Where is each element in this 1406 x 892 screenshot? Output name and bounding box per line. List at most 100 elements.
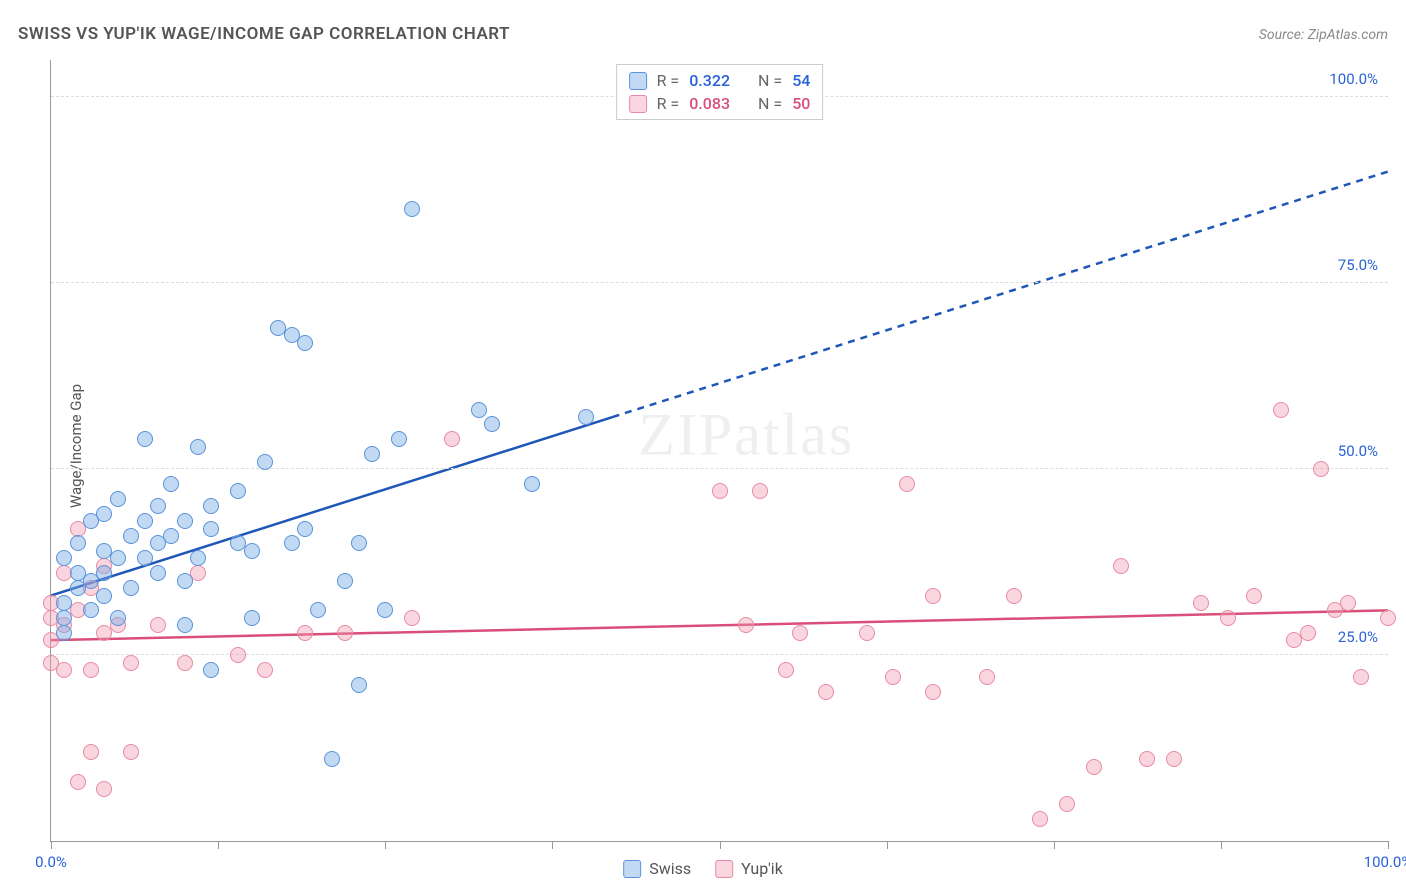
trend-line (613, 172, 1388, 417)
marker-swiss (364, 446, 380, 462)
grid-line (51, 654, 1388, 655)
r-label: R = (657, 71, 680, 90)
marker-yupik (1032, 811, 1048, 827)
marker-yupik (752, 483, 768, 499)
legend-label-swiss: Swiss (649, 859, 691, 878)
chart-title: SWISS VS YUP'IK WAGE/INCOME GAP CORRELAT… (18, 24, 510, 44)
marker-yupik (1313, 461, 1329, 477)
marker-yupik (444, 431, 460, 447)
n-value-swiss: 54 (792, 71, 810, 90)
marker-swiss (203, 521, 219, 537)
x-tick (51, 841, 52, 849)
marker-swiss (284, 535, 300, 551)
marker-swiss (83, 602, 99, 618)
marker-swiss (404, 201, 420, 217)
marker-yupik (1340, 595, 1356, 611)
marker-swiss (244, 610, 260, 626)
marker-swiss (310, 602, 326, 618)
y-tick-label: 100.0% (1329, 70, 1378, 88)
n-label: N = (758, 94, 782, 113)
grid-line (51, 282, 1388, 283)
marker-swiss (150, 498, 166, 514)
y-tick-label: 75.0% (1338, 256, 1378, 274)
marker-yupik (1006, 588, 1022, 604)
marker-yupik (177, 655, 193, 671)
marker-swiss (230, 483, 246, 499)
marker-swiss (190, 550, 206, 566)
marker-yupik (1273, 402, 1289, 418)
n-label: N = (758, 71, 782, 90)
marker-yupik (123, 744, 139, 760)
marker-yupik (792, 625, 808, 641)
marker-swiss (56, 595, 72, 611)
source-label: Source: ZipAtlas.com (1259, 27, 1388, 43)
marker-swiss (297, 335, 313, 351)
x-tick (1221, 841, 1222, 849)
marker-yupik (1300, 625, 1316, 641)
marker-yupik (885, 669, 901, 685)
x-tick (218, 841, 219, 849)
marker-swiss (177, 617, 193, 633)
marker-swiss (163, 476, 179, 492)
marker-swiss (484, 416, 500, 432)
x-tick (1054, 841, 1055, 849)
marker-swiss (351, 677, 367, 693)
marker-swiss (110, 610, 126, 626)
swatch-swiss (629, 72, 647, 90)
marker-yupik (83, 744, 99, 760)
marker-yupik (230, 647, 246, 663)
marker-yupik (1113, 558, 1129, 574)
marker-swiss (123, 580, 139, 596)
marker-yupik (150, 617, 166, 633)
marker-yupik (1166, 751, 1182, 767)
x-tick-label: 0.0% (35, 853, 67, 871)
marker-yupik (979, 669, 995, 685)
marker-swiss (203, 662, 219, 678)
swatch-swiss (623, 860, 641, 878)
marker-swiss (524, 476, 540, 492)
marker-swiss (203, 498, 219, 514)
n-value-yupik: 50 (792, 94, 810, 113)
stats-row-yupik: R = 0.083 N = 50 (629, 92, 811, 115)
marker-swiss (96, 506, 112, 522)
marker-swiss (70, 535, 86, 551)
marker-swiss (110, 491, 126, 507)
x-tick-label: 100.0% (1364, 853, 1406, 871)
marker-yupik (1059, 796, 1075, 812)
marker-yupik (818, 684, 834, 700)
legend-label-yupik: Yup'ik (741, 859, 783, 878)
trend-lines (51, 60, 1388, 841)
marker-yupik (712, 483, 728, 499)
marker-swiss (56, 610, 72, 626)
x-tick (552, 841, 553, 849)
marker-swiss (150, 565, 166, 581)
marker-yupik (123, 655, 139, 671)
marker-swiss (177, 513, 193, 529)
marker-swiss (56, 625, 72, 641)
marker-yupik (70, 774, 86, 790)
x-tick (720, 841, 721, 849)
marker-yupik (738, 617, 754, 633)
marker-yupik (1220, 610, 1236, 626)
marker-yupik (925, 684, 941, 700)
marker-yupik (1086, 759, 1102, 775)
r-value-swiss: 0.322 (689, 71, 730, 90)
marker-swiss (257, 454, 273, 470)
series-legend: Swiss Yup'ik (623, 859, 783, 878)
y-tick-label: 25.0% (1338, 628, 1378, 646)
marker-swiss (377, 602, 393, 618)
y-tick-label: 50.0% (1338, 442, 1378, 460)
marker-swiss (578, 409, 594, 425)
marker-swiss (137, 550, 153, 566)
stats-legend: R = 0.322 N = 54 R = 0.083 N = 50 (616, 64, 824, 120)
legend-item-yupik: Yup'ik (715, 859, 783, 878)
marker-swiss (163, 528, 179, 544)
swatch-yupik (715, 860, 733, 878)
marker-yupik (96, 781, 112, 797)
marker-yupik (404, 610, 420, 626)
marker-yupik (1380, 610, 1396, 626)
marker-swiss (137, 431, 153, 447)
marker-yupik (925, 588, 941, 604)
marker-swiss (56, 550, 72, 566)
marker-swiss (190, 439, 206, 455)
